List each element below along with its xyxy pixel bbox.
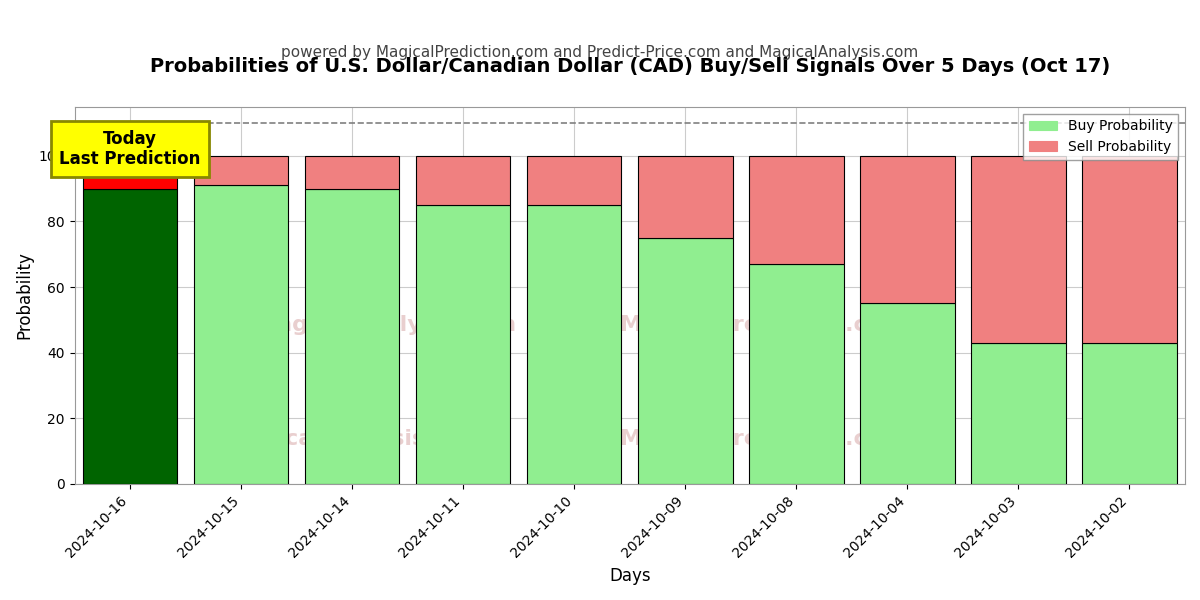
Title: Probabilities of U.S. Dollar/Canadian Dollar (CAD) Buy/Sell Signals Over 5 Days : Probabilities of U.S. Dollar/Canadian Do… <box>150 57 1110 76</box>
Text: MagicalAnalysis.com: MagicalAnalysis.com <box>254 316 516 335</box>
Bar <box>527 156 622 205</box>
Bar <box>860 304 955 484</box>
Bar <box>1082 343 1177 484</box>
Text: calAnalysis.com: calAnalysis.com <box>286 428 486 449</box>
X-axis label: Days: Days <box>610 567 650 585</box>
Bar <box>194 185 288 484</box>
Text: MagicalPrediction.com: MagicalPrediction.com <box>620 316 906 335</box>
Bar <box>416 156 510 205</box>
Bar <box>1082 156 1177 343</box>
Text: powered by MagicalPrediction.com and Predict-Price.com and MagicalAnalysis.com: powered by MagicalPrediction.com and Pre… <box>281 45 919 60</box>
Bar <box>749 156 844 264</box>
Bar <box>638 156 732 238</box>
Bar <box>860 156 955 304</box>
Bar <box>638 238 732 484</box>
Text: Today
Last Prediction: Today Last Prediction <box>60 130 200 169</box>
Bar <box>416 205 510 484</box>
Bar <box>749 264 844 484</box>
Bar <box>305 188 400 484</box>
Text: MagicalPrediction.com: MagicalPrediction.com <box>620 428 906 449</box>
Y-axis label: Probability: Probability <box>16 251 34 339</box>
Bar <box>305 156 400 188</box>
Bar <box>971 343 1066 484</box>
Legend: Buy Probability, Sell Probability: Buy Probability, Sell Probability <box>1024 113 1178 160</box>
Bar <box>971 156 1066 343</box>
Bar <box>83 156 178 188</box>
Bar <box>194 156 288 185</box>
Bar <box>83 188 178 484</box>
Bar <box>527 205 622 484</box>
